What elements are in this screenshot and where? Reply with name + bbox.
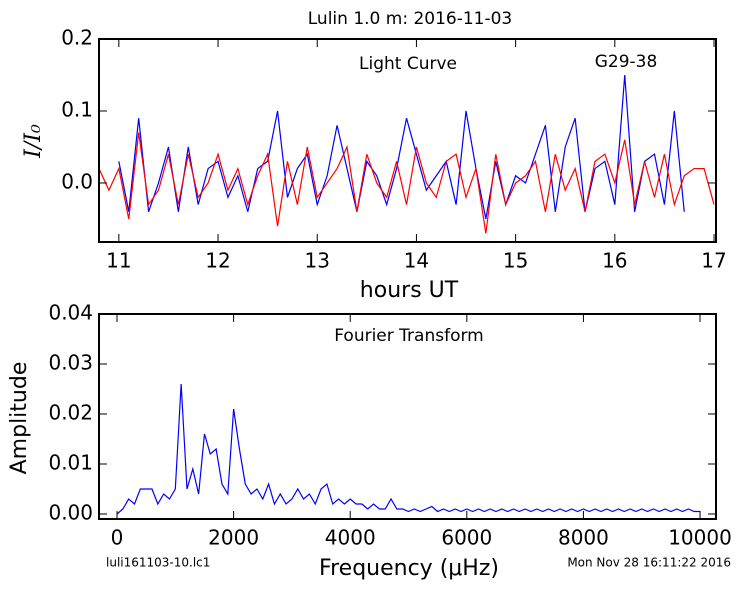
chart-title: Lulin 1.0 m: 2016-11-03 xyxy=(308,9,513,29)
x-tick-label: 12 xyxy=(205,249,230,273)
x-tick-label: 15 xyxy=(503,249,528,273)
axes-frame xyxy=(98,38,717,243)
y-tick-label: 0.02 xyxy=(48,401,93,425)
y-tick-label: 0.03 xyxy=(48,351,93,375)
x-tick-label: 2000 xyxy=(208,526,259,550)
annotation: G29-38 xyxy=(595,52,658,72)
x-tick-label: 13 xyxy=(305,249,330,273)
axes-frame xyxy=(98,313,717,520)
y-tick-label: 0.0 xyxy=(61,169,93,193)
y-axis-label: I/I₀ xyxy=(21,124,46,159)
x-tick-label: 8000 xyxy=(558,526,609,550)
panel-label: Light Curve xyxy=(359,54,457,74)
y-tick-label: 0.04 xyxy=(48,301,93,325)
footer-left: luli161103-10.lc1 xyxy=(106,556,210,570)
data-line xyxy=(116,383,701,515)
y-tick-label: 0.1 xyxy=(61,97,93,121)
x-tick-label: 6000 xyxy=(441,526,492,550)
x-tick-label: 16 xyxy=(602,249,627,273)
x-tick-label: 14 xyxy=(404,249,429,273)
x-tick-label: 0 xyxy=(111,526,124,550)
panel-label: Fourier Transform xyxy=(334,326,483,346)
y-tick-label: 0.00 xyxy=(48,501,93,525)
data-line xyxy=(98,132,715,234)
x-tick-label: 11 xyxy=(106,249,131,273)
x-axis-label: Frequency (μHz) xyxy=(319,556,499,581)
footer-right: Mon Nov 28 16:11:22 2016 xyxy=(567,556,731,570)
x-axis-label: hours UT xyxy=(360,278,459,303)
x-tick-label: 4000 xyxy=(325,526,376,550)
y-tick-label: 0.01 xyxy=(48,451,93,475)
data-line xyxy=(118,74,685,220)
x-tick-label: 17 xyxy=(701,249,726,273)
y-tick-label: 0.2 xyxy=(61,26,93,50)
x-tick-label: 10000 xyxy=(668,526,732,550)
y-axis-label: Amplitude xyxy=(7,362,32,475)
